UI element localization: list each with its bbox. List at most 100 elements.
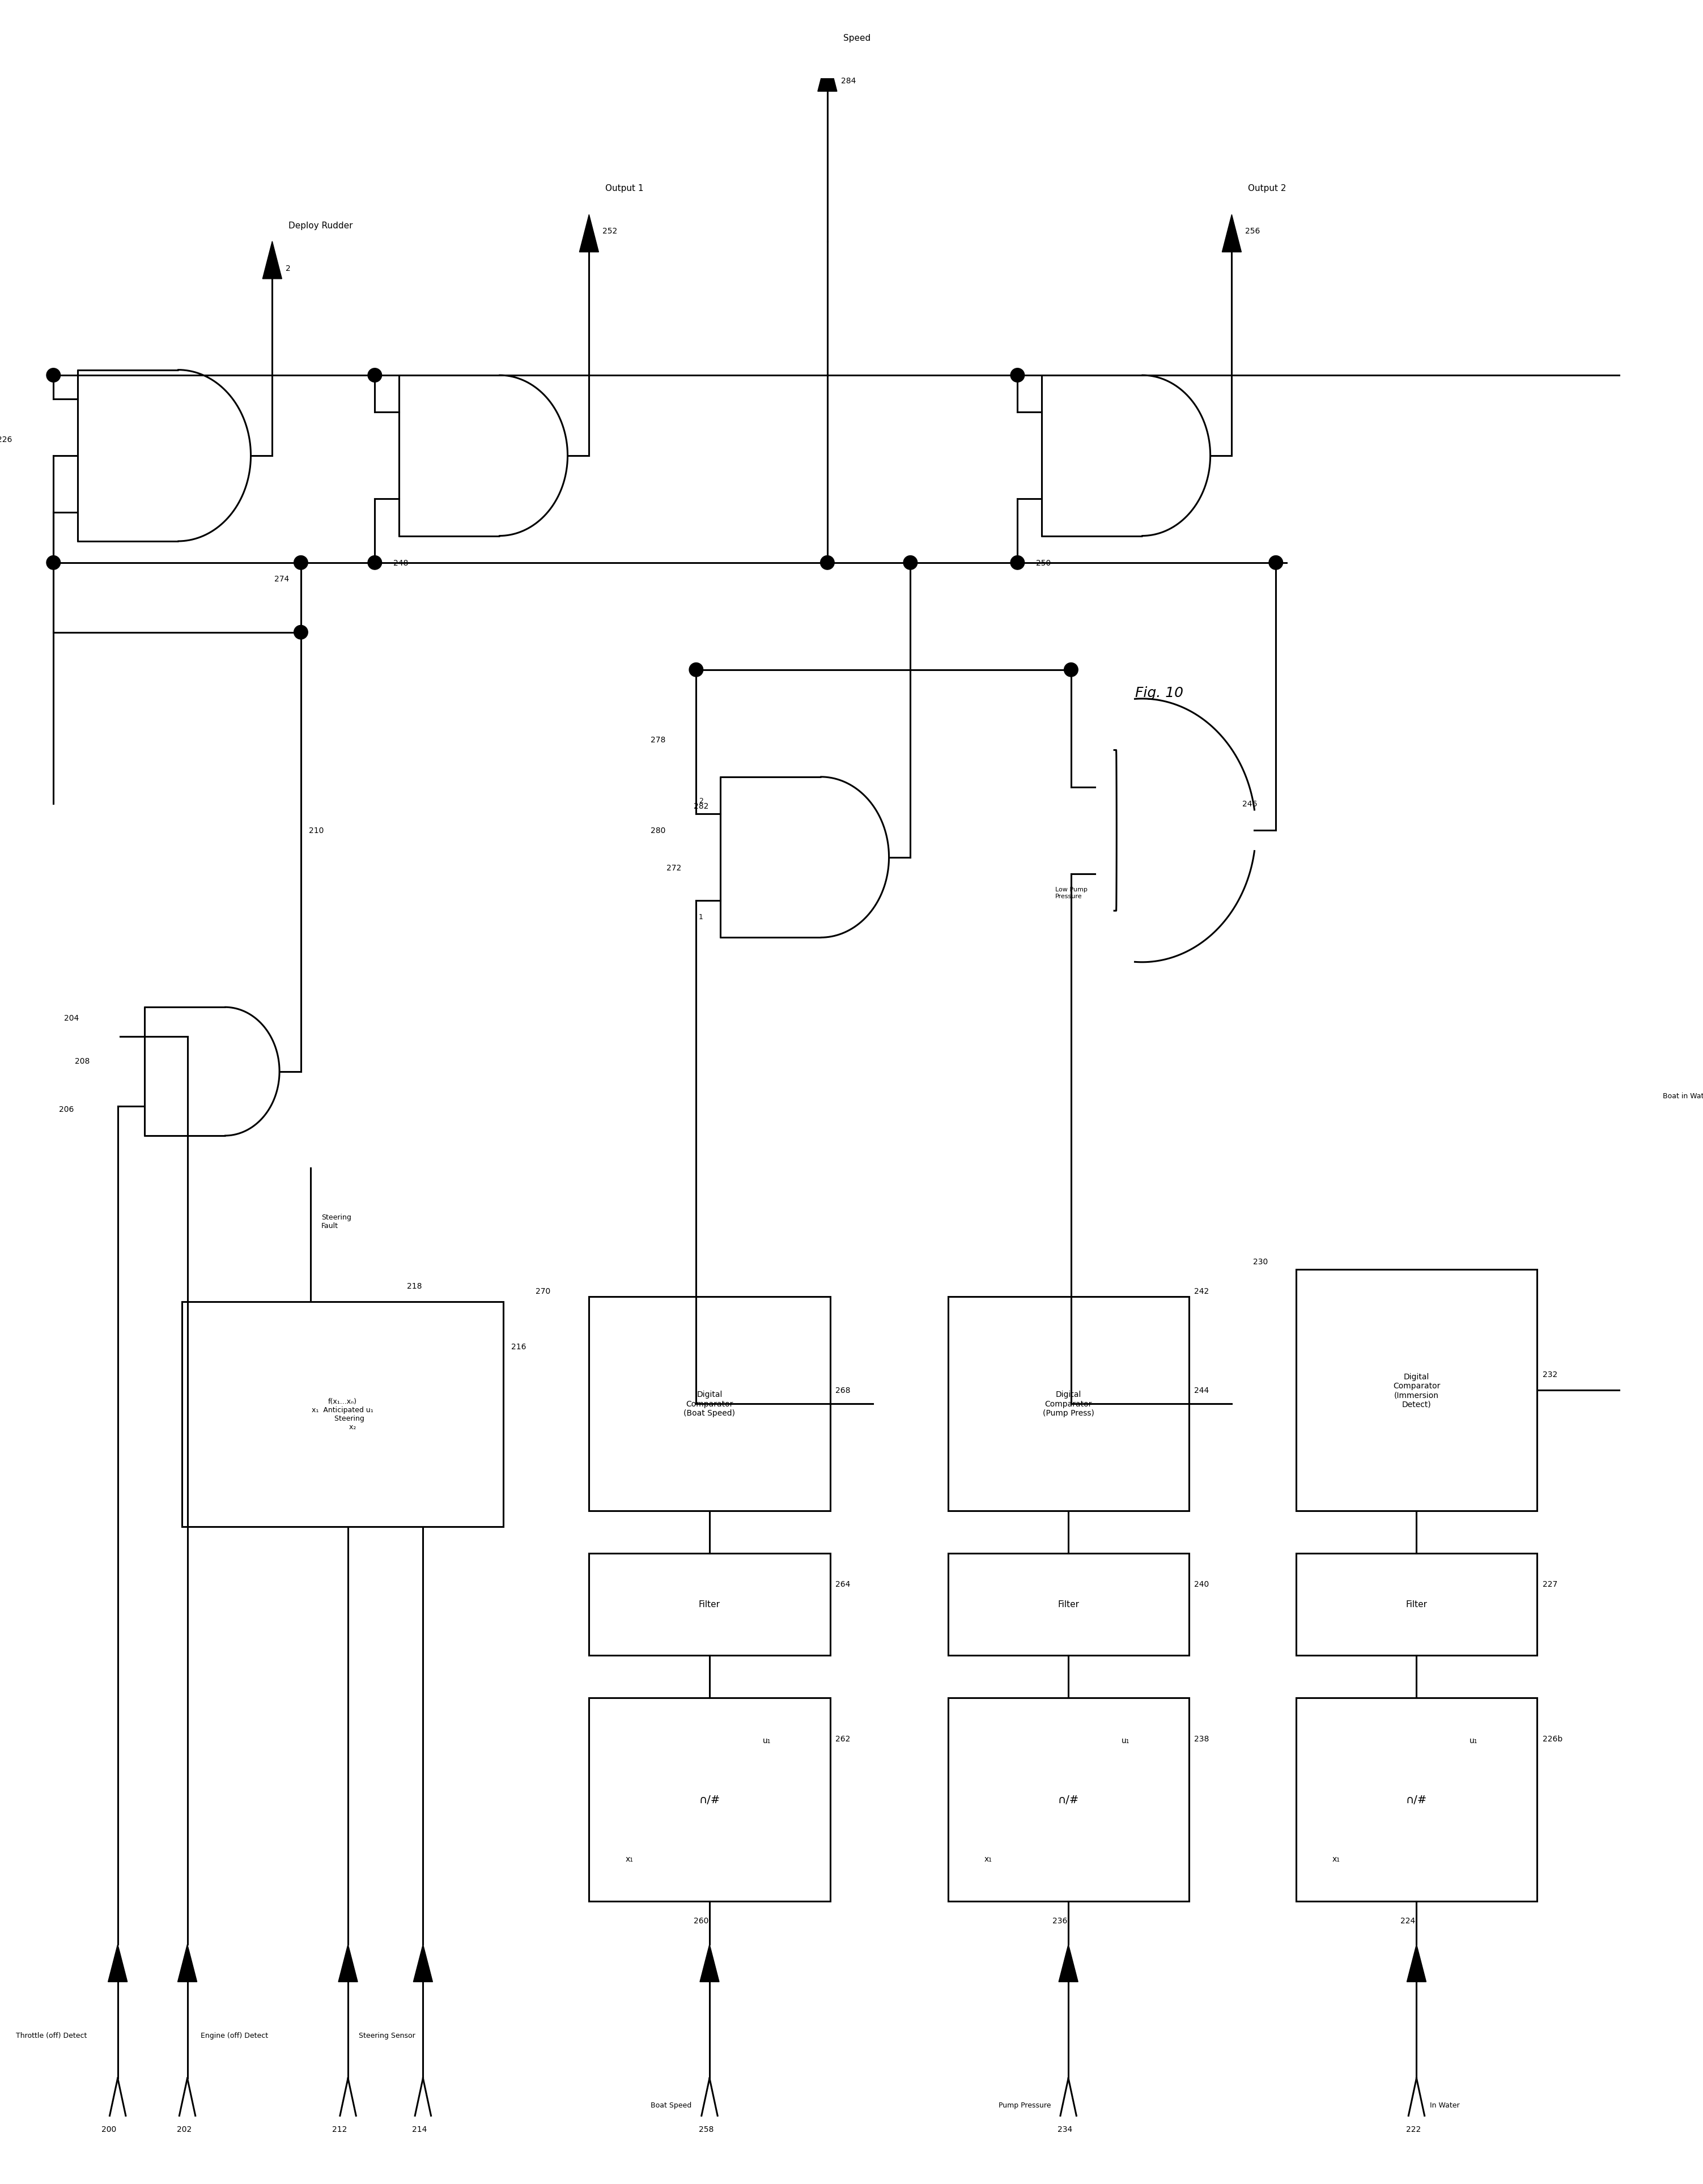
- Text: 227: 227: [1543, 1579, 1557, 1588]
- Text: Throttle (off) Detect: Throttle (off) Detect: [15, 2031, 87, 2040]
- Text: Filter: Filter: [698, 1601, 720, 1610]
- Text: 238: 238: [1194, 1734, 1209, 1743]
- Text: 206: 206: [60, 1105, 73, 1114]
- Text: Speed: Speed: [843, 35, 870, 41]
- Text: Pump Pressure: Pump Pressure: [998, 2101, 1051, 2110]
- Text: 216: 216: [511, 1343, 526, 1352]
- Text: 278: 278: [651, 736, 666, 745]
- Text: Low Pump
Pressure: Low Pump Pressure: [1054, 887, 1087, 900]
- Text: Filter: Filter: [1405, 1601, 1427, 1610]
- Text: Steering
Fault: Steering Fault: [322, 1214, 351, 1230]
- Polygon shape: [817, 55, 836, 92]
- Text: 230: 230: [1253, 1258, 1269, 1267]
- Bar: [589, 1699, 829, 1902]
- Text: 240: 240: [1194, 1579, 1209, 1588]
- Circle shape: [1064, 664, 1078, 677]
- Circle shape: [903, 557, 918, 570]
- Text: 256: 256: [1245, 227, 1260, 236]
- Bar: [949, 1297, 1189, 1511]
- Text: 284: 284: [841, 76, 855, 85]
- Text: 1: 1: [698, 913, 703, 922]
- Text: Deploy Rudder: Deploy Rudder: [288, 221, 353, 229]
- Text: u₁: u₁: [763, 1736, 771, 1745]
- Text: 262: 262: [836, 1734, 850, 1743]
- Text: 250: 250: [1035, 559, 1051, 568]
- Text: Output 2: Output 2: [1248, 183, 1286, 192]
- Text: Output 1: Output 1: [605, 183, 644, 192]
- Text: 226b: 226b: [1543, 1734, 1562, 1743]
- Text: Digital
Comparator
(Immersion
Detect): Digital Comparator (Immersion Detect): [1393, 1372, 1441, 1409]
- Circle shape: [368, 369, 381, 382]
- Circle shape: [295, 557, 308, 570]
- Text: x₁: x₁: [984, 1854, 991, 1863]
- Text: Steering Sensor: Steering Sensor: [359, 2031, 416, 2040]
- Bar: [1296, 1269, 1538, 1511]
- Text: 242: 242: [1194, 1286, 1209, 1295]
- Text: 280: 280: [651, 828, 666, 834]
- Text: Digital
Comparator
(Boat Speed): Digital Comparator (Boat Speed): [683, 1391, 736, 1417]
- Text: u₁: u₁: [1121, 1736, 1129, 1745]
- Text: 244: 244: [1194, 1387, 1209, 1393]
- Polygon shape: [700, 1944, 719, 1981]
- Circle shape: [46, 557, 60, 570]
- Text: Filter: Filter: [1058, 1601, 1080, 1610]
- Polygon shape: [177, 1944, 198, 1981]
- Circle shape: [1010, 369, 1025, 382]
- Text: x₁: x₁: [1332, 1854, 1340, 1863]
- Text: ∩/#: ∩/#: [698, 1795, 720, 1806]
- Bar: [589, 1553, 829, 1655]
- Text: In Water: In Water: [1431, 2101, 1459, 2110]
- Text: 204: 204: [65, 1013, 78, 1022]
- Text: f(x₁...xₙ)
x₁  Anticipated u₁
      Steering
         x₂: f(x₁...xₙ) x₁ Anticipated u₁ Steering x₂: [312, 1398, 373, 1431]
- Text: 270: 270: [535, 1286, 550, 1295]
- Circle shape: [1010, 557, 1025, 570]
- Circle shape: [690, 664, 703, 677]
- Text: Boat in Water: Boat in Water: [1662, 1092, 1703, 1099]
- Text: 218: 218: [407, 1282, 422, 1291]
- Text: Engine (off) Detect: Engine (off) Detect: [201, 2031, 269, 2040]
- Bar: [949, 1699, 1189, 1902]
- Polygon shape: [414, 1944, 433, 1981]
- Polygon shape: [1059, 1944, 1078, 1981]
- Bar: [949, 1553, 1189, 1655]
- Text: ∩/#: ∩/#: [1058, 1795, 1080, 1806]
- Circle shape: [1269, 557, 1282, 570]
- Text: 226: 226: [0, 437, 12, 443]
- Text: x₁: x₁: [625, 1854, 634, 1863]
- Polygon shape: [1407, 1944, 1425, 1981]
- Text: 2: 2: [698, 797, 703, 804]
- Text: 2: 2: [286, 264, 291, 273]
- Text: Fig. 10: Fig. 10: [1136, 686, 1184, 699]
- Text: 282: 282: [693, 802, 708, 810]
- Text: 248: 248: [393, 559, 409, 568]
- Bar: [182, 1302, 504, 1527]
- Circle shape: [821, 557, 834, 570]
- Text: u₁: u₁: [1470, 1736, 1478, 1745]
- Circle shape: [368, 557, 381, 570]
- Text: 272: 272: [666, 865, 681, 871]
- Text: 222: 222: [1405, 2125, 1420, 2134]
- Circle shape: [295, 625, 308, 640]
- Polygon shape: [1223, 214, 1241, 253]
- Text: 258: 258: [698, 2125, 714, 2134]
- Text: Boat Speed: Boat Speed: [651, 2101, 691, 2110]
- Text: 210: 210: [308, 828, 324, 834]
- Text: 214: 214: [412, 2125, 427, 2134]
- Text: 232: 232: [1543, 1369, 1557, 1378]
- Polygon shape: [262, 242, 283, 280]
- Text: 236: 236: [1052, 1915, 1068, 1924]
- Bar: [589, 1297, 829, 1511]
- Text: 268: 268: [836, 1387, 850, 1393]
- Polygon shape: [579, 214, 599, 253]
- Text: Digital
Comparator
(Pump Press): Digital Comparator (Pump Press): [1042, 1391, 1093, 1417]
- Text: 264: 264: [836, 1579, 850, 1588]
- Text: 202: 202: [177, 2125, 191, 2134]
- Bar: [1296, 1699, 1538, 1902]
- Text: 212: 212: [332, 2125, 347, 2134]
- Polygon shape: [339, 1944, 358, 1981]
- Text: 234: 234: [1058, 2125, 1073, 2134]
- Text: 274: 274: [274, 574, 290, 583]
- Text: 200: 200: [102, 2125, 116, 2134]
- Text: 260: 260: [693, 1915, 708, 1924]
- Bar: [1296, 1553, 1538, 1655]
